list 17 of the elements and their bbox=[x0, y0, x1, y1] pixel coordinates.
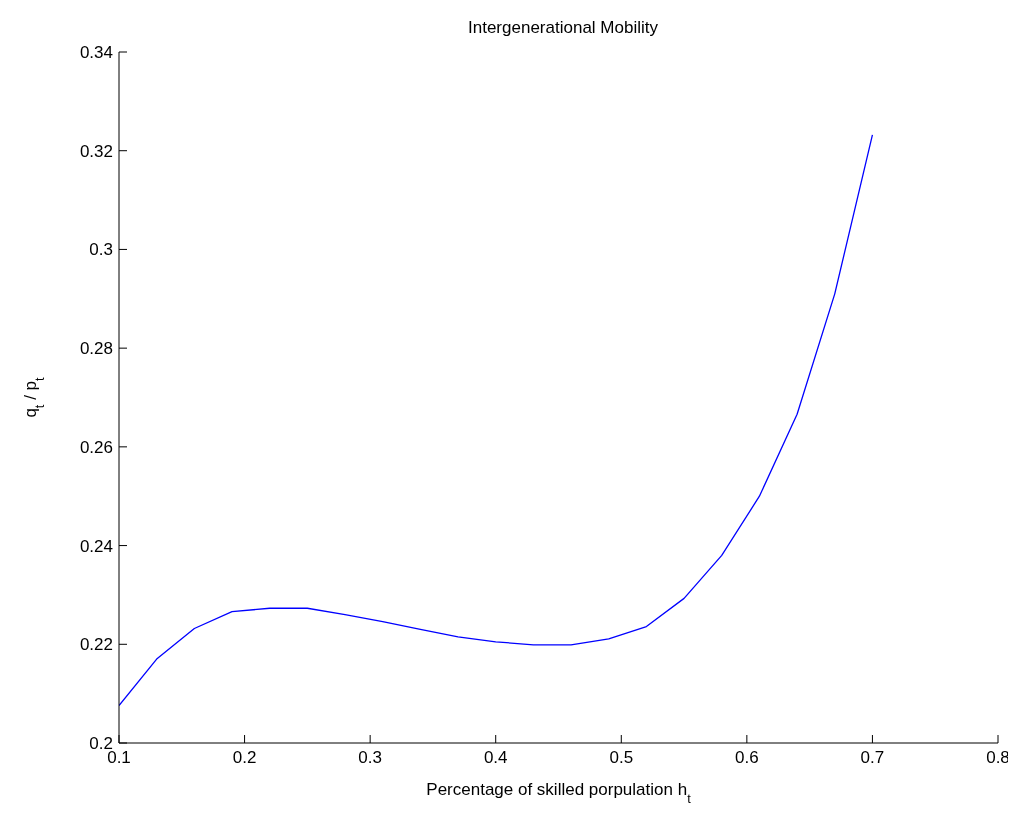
y-tick-label: 0.24 bbox=[79, 536, 113, 556]
y-tick-label: 0.28 bbox=[79, 339, 113, 359]
x-tick-label: 0.7 bbox=[860, 748, 885, 768]
x-tick-label: 0.2 bbox=[232, 748, 257, 768]
y-tick-label: 0.22 bbox=[79, 635, 113, 655]
x-tick-label: 0.4 bbox=[483, 748, 508, 768]
y-tick-label: 0.34 bbox=[79, 43, 113, 63]
x-tick-label: 0.3 bbox=[358, 748, 382, 768]
x-tick-label: 0.1 bbox=[107, 748, 131, 768]
y-tick-label: 0.3 bbox=[89, 240, 113, 260]
x-tick-label: 0.5 bbox=[609, 748, 634, 768]
y-tick-label: 0.32 bbox=[79, 141, 113, 161]
chart-title: Intergenerational Mobility bbox=[468, 18, 659, 37]
line-series bbox=[119, 134, 874, 707]
y-tick-label: 0.26 bbox=[79, 437, 113, 457]
x-axis-title: Percentage of skilled porpulation h$_{t}$ bbox=[426, 780, 692, 806]
x-tick-label: 0.6 bbox=[735, 748, 759, 768]
